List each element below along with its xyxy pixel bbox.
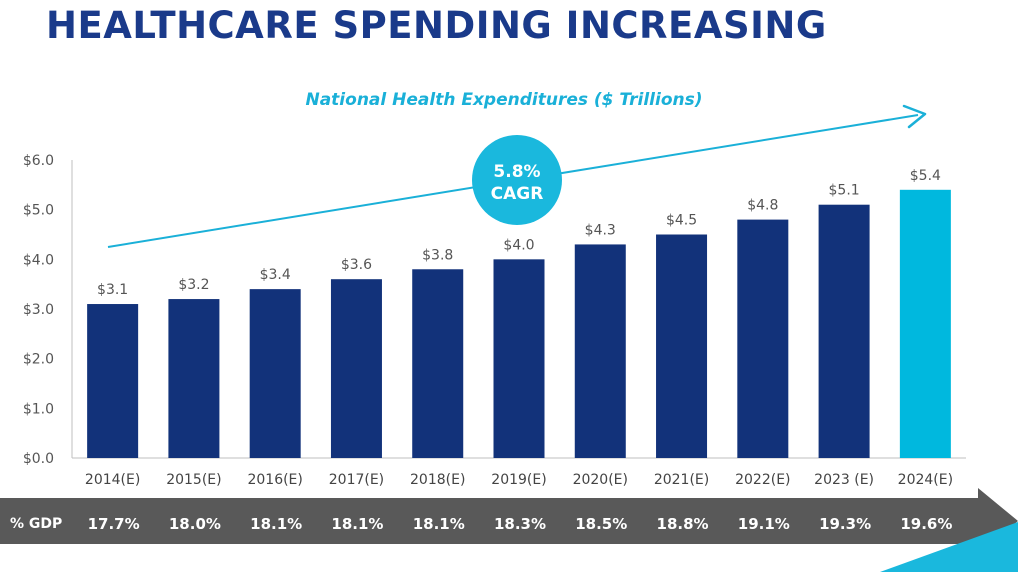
trend-arrowhead: [902, 104, 927, 129]
data-label: $3.1: [97, 282, 128, 298]
data-label: $4.5: [666, 213, 697, 229]
gdp-value: 17.7%: [88, 515, 140, 533]
data-label: $4.3: [585, 222, 616, 238]
gdp-values: 17.7% 18.0% 18.1% 18.1% 18.1% 18.3% 18.5% 18.8%…: [88, 515, 953, 533]
gdp-value: 19.6%: [900, 515, 952, 533]
gdp-value: 18.1%: [331, 515, 383, 533]
x-tick-label: 2019(E): [491, 472, 546, 488]
x-tick-label: 2021(E): [654, 472, 709, 488]
bar: [412, 269, 464, 458]
bar: [656, 234, 708, 458]
gdp-value: 19.3%: [819, 515, 871, 533]
gdp-value: 18.8%: [657, 515, 709, 533]
x-tick-label: 2015(E): [166, 472, 221, 488]
x-tick-label: 2024(E): [898, 472, 953, 488]
bar: [737, 219, 789, 458]
y-tick-label: $2.0: [23, 352, 54, 368]
data-label: $5.1: [829, 183, 860, 199]
x-tick-label: 2020(E): [573, 472, 628, 488]
data-label: $3.2: [178, 277, 209, 293]
gdp-row-label: % GDP: [10, 516, 62, 532]
x-tick-label: 2022(E): [735, 472, 790, 488]
data-labels: $3.1 $3.2 $3.4 $3.6 $3.8 $4.0 $4.3 $4.5 $4.8 $5.1…: [97, 168, 941, 298]
bar: [899, 189, 951, 459]
data-label: $3.6: [341, 257, 372, 273]
y-tick-label: $6.0: [23, 153, 54, 169]
cagr-badge: 5.8% CAGR: [472, 135, 562, 225]
cagr-value: 5.8%: [493, 162, 540, 182]
bar: [818, 204, 870, 458]
cagr-label: CAGR: [491, 184, 544, 204]
cagr-circle: [472, 135, 562, 225]
x-tick-label: 2023 (E): [814, 472, 874, 488]
page-title: HEALTHCARE SPENDING INCREASING: [46, 4, 827, 47]
bar: [574, 244, 626, 458]
gdp-value: 18.1%: [250, 515, 302, 533]
data-label: $3.4: [260, 267, 291, 283]
chart-title: National Health Expenditures ($ Trillion…: [305, 90, 702, 110]
bars: [87, 189, 951, 459]
corner-accent: [880, 522, 1018, 572]
bar: [493, 259, 545, 458]
y-tick-label: $3.0: [23, 302, 54, 318]
x-tick-label: 2014(E): [85, 472, 140, 488]
gdp-value: 18.0%: [169, 515, 221, 533]
data-label: $5.4: [910, 168, 941, 184]
x-axis-labels: 2014(E) 2015(E) 2016(E) 2017(E) 2018(E) 2019(…: [85, 472, 953, 488]
y-axis: $0.0 $1.0 $2.0 $3.0 $4.0 $5.0 $6.0: [23, 153, 966, 467]
y-tick-label: $4.0: [23, 252, 54, 268]
gdp-value: 19.1%: [738, 515, 790, 533]
data-label: $4.0: [503, 237, 534, 253]
x-tick-label: 2018(E): [410, 472, 465, 488]
bar: [168, 299, 220, 458]
gdp-value: 18.5%: [575, 515, 627, 533]
data-label: $4.8: [747, 198, 778, 214]
bar: [249, 289, 301, 458]
bar: [330, 279, 382, 458]
x-tick-label: 2016(E): [247, 472, 302, 488]
y-tick-label: $1.0: [23, 401, 54, 417]
gdp-value: 18.1%: [413, 515, 465, 533]
gdp-value: 18.3%: [494, 515, 546, 533]
y-tick-label: $0.0: [23, 451, 54, 467]
data-label: $3.8: [422, 247, 453, 263]
gdp-arrow-band: [0, 488, 1018, 554]
x-tick-label: 2017(E): [329, 472, 384, 488]
y-tick-label: $5.0: [23, 203, 54, 219]
bar: [87, 304, 139, 458]
